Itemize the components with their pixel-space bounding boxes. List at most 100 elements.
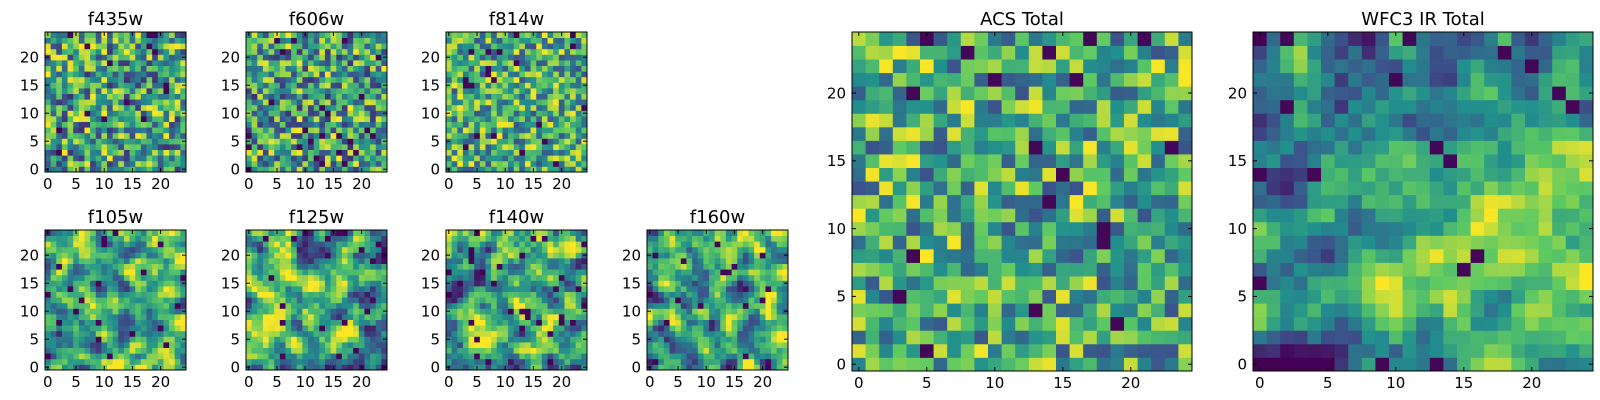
heatmap-cell	[341, 60, 348, 66]
heatmap-cell	[491, 297, 498, 304]
heatmap-cell	[330, 325, 337, 332]
heatmap-cell	[180, 121, 187, 128]
y-tick-label: 10	[20, 302, 39, 320]
heatmap-cell	[174, 37, 181, 44]
heatmap-cell	[251, 235, 258, 242]
heatmap-cell	[570, 280, 577, 287]
heatmap-cell	[358, 88, 365, 94]
heatmap-cell	[140, 54, 147, 61]
heatmap-cell	[541, 88, 548, 94]
heatmap-cell	[341, 93, 348, 100]
heatmap-cell	[123, 258, 130, 264]
heatmap-cell	[451, 347, 458, 354]
heatmap-cell	[279, 65, 286, 72]
heatmap-cell	[652, 258, 659, 264]
heatmap-cell	[285, 43, 292, 50]
heatmap-cell	[180, 353, 187, 360]
heatmap-cell	[479, 110, 486, 117]
heatmap-cell	[67, 71, 74, 78]
heatmap-cell	[319, 71, 326, 78]
heatmap-cell	[1110, 235, 1125, 250]
heatmap-cell	[302, 37, 309, 44]
heatmap-cell	[502, 93, 509, 100]
heatmap-cell	[479, 93, 486, 100]
heatmap-cell	[737, 246, 744, 253]
heatmap-cell	[933, 208, 948, 223]
heatmap-cell	[581, 258, 588, 264]
heatmap-cell	[152, 280, 159, 287]
heatmap-cell	[90, 116, 97, 122]
heatmap-cell	[180, 286, 187, 292]
heatmap-cell	[524, 144, 531, 150]
heatmap-cell	[519, 258, 526, 264]
heatmap-cell	[257, 48, 264, 55]
heatmap-cell	[524, 149, 531, 156]
heatmap-cell	[336, 353, 343, 360]
heatmap-cell	[451, 93, 458, 100]
heatmap-cell	[947, 303, 962, 318]
heatmap-cell	[570, 71, 577, 78]
heatmap-cell	[279, 166, 286, 173]
heatmap-cell	[319, 32, 326, 38]
heatmap-cell	[737, 230, 744, 236]
heatmap-cell	[118, 246, 125, 253]
heatmap-cell	[140, 88, 147, 94]
heatmap-cell	[669, 297, 676, 304]
heatmap-cell	[570, 93, 577, 100]
heatmap-cell	[457, 160, 464, 167]
heatmap-cell	[1069, 357, 1084, 372]
heatmap-cell	[581, 155, 588, 162]
heatmap-cell	[112, 246, 119, 253]
heatmap-cell	[759, 274, 766, 281]
heatmap-cell	[56, 241, 63, 248]
heatmap-cell	[960, 167, 975, 182]
heatmap-cell	[581, 76, 588, 83]
heatmap-cell	[84, 149, 91, 156]
heatmap-cell	[370, 308, 377, 315]
heatmap-cell	[112, 155, 119, 162]
heatmap-cell	[84, 43, 91, 50]
heatmap-cell	[703, 325, 710, 332]
heatmap-cell	[988, 248, 1002, 263]
heatmap-cell	[169, 116, 176, 122]
heatmap-cell	[257, 43, 264, 50]
heatmap-cell	[140, 138, 147, 145]
heatmap-cell	[686, 297, 693, 304]
heatmap-cell	[123, 71, 130, 78]
heatmap-cell	[1178, 316, 1193, 331]
heatmap-cell	[508, 121, 515, 128]
heatmap-cell	[988, 235, 1002, 250]
heatmap-cell	[67, 93, 74, 100]
heatmap-cell	[737, 280, 744, 287]
heatmap-cell	[714, 291, 721, 298]
heatmap-cell	[558, 269, 565, 276]
heatmap-cell	[680, 314, 687, 320]
heatmap-cell	[107, 32, 114, 38]
heatmap-cell	[479, 82, 486, 89]
heatmap-cell	[1110, 208, 1125, 223]
heatmap-cell	[652, 308, 659, 315]
heatmap-cell	[169, 104, 176, 111]
heatmap-cell	[302, 358, 309, 365]
heatmap-cell	[302, 48, 309, 55]
heatmap-cell	[451, 297, 458, 304]
heatmap-cell	[508, 258, 515, 264]
heatmap-cell	[479, 330, 486, 337]
heatmap-cell	[457, 308, 464, 315]
y-tick-label: 20	[221, 48, 240, 66]
heatmap-cell	[302, 43, 309, 50]
heatmap-cell	[169, 110, 176, 117]
y-tick-label: 5	[631, 330, 641, 348]
heatmap-cell	[491, 342, 498, 348]
heatmap-cell	[319, 280, 326, 287]
heatmap-cell	[112, 160, 119, 167]
heatmap-cell	[1151, 357, 1166, 372]
heatmap-cell	[251, 297, 258, 304]
heatmap-cell	[553, 342, 560, 348]
heatmap-cell	[61, 269, 68, 276]
y-tick-label: 15	[622, 274, 641, 292]
heatmap-cell	[564, 132, 571, 139]
heatmap-cell	[485, 246, 492, 253]
heatmap-cell	[530, 88, 537, 94]
heatmap-cell	[451, 235, 458, 242]
